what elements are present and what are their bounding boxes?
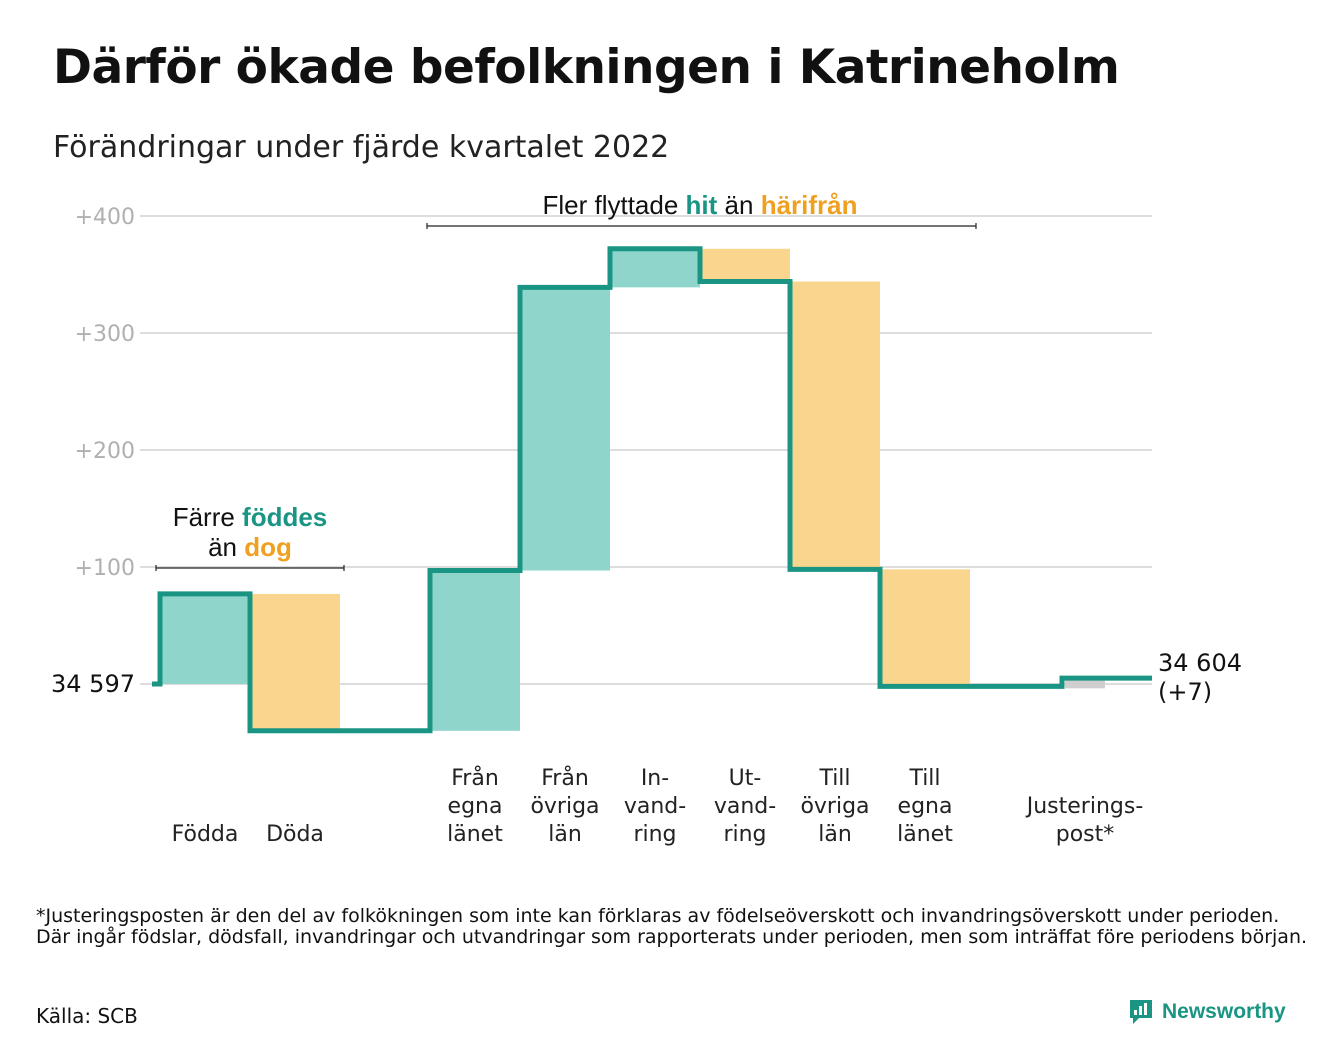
- category-label: Från övriga län: [530, 765, 599, 847]
- category-label: Döda: [266, 822, 324, 847]
- category-label: Födda: [172, 822, 239, 847]
- y-tick-label: +100: [75, 556, 135, 581]
- annot2-middle: än: [717, 190, 760, 220]
- category-label: Till övriga län: [800, 766, 869, 847]
- cumulative-step-line: [152, 246, 1152, 734]
- y-tick-label: +200: [75, 439, 135, 464]
- annot1-prefix2: än: [208, 532, 244, 562]
- bar-5: [700, 248, 790, 282]
- chart-title: Därför ökade befolkningen i Katrineholm: [53, 40, 1120, 95]
- annotation-bracket-births-deaths: [155, 565, 345, 571]
- bar-7: [880, 569, 970, 687]
- annotation-births-deaths-line1: Färre föddes: [173, 502, 328, 532]
- start-value-label: 34 597: [51, 670, 135, 698]
- bar-6: [790, 281, 880, 570]
- newsworthy-logo: Newsworthy: [1128, 998, 1286, 1026]
- end-change-label: (+7): [1158, 678, 1212, 706]
- chart-subtitle: Förändringar under fjärde kvartalet 2022: [53, 130, 670, 165]
- y-tick-labels: +100 +200 +300 +400: [75, 205, 135, 581]
- category-label: Ut-vand-ring: [714, 766, 776, 847]
- annot2-highlight-harifran: härifrån: [761, 190, 858, 220]
- end-value-label: 34 604: [1158, 649, 1242, 677]
- annot1-highlight-born: föddes: [242, 502, 327, 532]
- annotations: Färre föddes än dog Fler flyttade hit än…: [155, 190, 977, 571]
- bar-0: [160, 593, 250, 684]
- bar-3: [520, 287, 610, 571]
- annot2-prefix: Fler flyttade: [542, 190, 685, 220]
- brand-name: Newsworthy: [1162, 1000, 1286, 1023]
- category-label: Justerings-post*: [1025, 794, 1144, 847]
- bar-1: [250, 593, 340, 731]
- annotation-births-deaths-line2: än dog: [208, 532, 292, 562]
- annot2-highlight-hit: hit: [686, 190, 718, 220]
- bar-4: [610, 248, 700, 288]
- category-labels: Födda Döda Från egna länet Från övriga län In-va…: [172, 765, 1144, 847]
- bars: [160, 248, 1105, 731]
- category-label: In-vand-ring: [624, 766, 686, 847]
- annot1-prefix: Färre: [173, 502, 242, 532]
- bar-2: [430, 570, 520, 731]
- y-tick-label: +300: [75, 322, 135, 347]
- y-tick-label: +400: [75, 205, 135, 230]
- annot1-highlight-died: dog: [244, 532, 292, 562]
- annotation-bracket-migration: [426, 223, 977, 229]
- footnote: *Justeringsposten är den del av folkökni…: [36, 905, 1308, 948]
- source-label: Källa: SCB: [36, 1004, 138, 1028]
- annotation-migration: Fler flyttade hit än härifrån: [542, 190, 857, 220]
- newsworthy-logo-icon: [1130, 1000, 1152, 1024]
- category-label: Från egna länet: [447, 765, 503, 847]
- category-label: Till egna länet: [897, 766, 953, 847]
